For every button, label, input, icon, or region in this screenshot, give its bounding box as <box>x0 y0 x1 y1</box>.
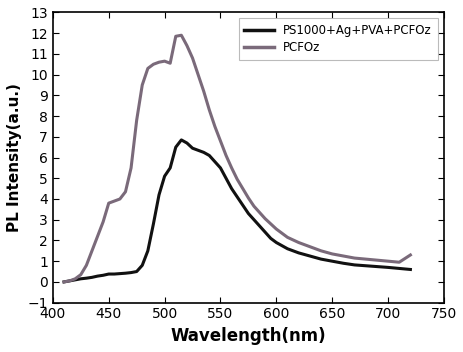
PCFOz <box>178 33 184 37</box>
PS1000+Ag+PVA+PCFOz <box>61 280 67 284</box>
PCFOz <box>150 62 156 67</box>
PS1000+Ag+PVA+PCFOz <box>150 222 156 226</box>
X-axis label: Wavelength(nm): Wavelength(nm) <box>170 327 325 345</box>
PCFOz <box>61 280 67 284</box>
PCFOz <box>145 66 150 70</box>
PS1000+Ag+PVA+PCFOz <box>250 218 256 222</box>
PCFOz <box>267 222 273 226</box>
Line: PS1000+Ag+PVA+PCFOz: PS1000+Ag+PVA+PCFOz <box>64 140 410 282</box>
PS1000+Ag+PVA+PCFOz <box>178 138 184 142</box>
PS1000+Ag+PVA+PCFOz <box>407 268 413 272</box>
Legend: PS1000+Ag+PVA+PCFOz, PCFOz: PS1000+Ag+PVA+PCFOz, PCFOz <box>238 18 437 60</box>
PS1000+Ag+PVA+PCFOz <box>145 249 150 253</box>
PCFOz <box>395 260 401 264</box>
Line: PCFOz: PCFOz <box>64 35 410 282</box>
PS1000+Ag+PVA+PCFOz <box>267 236 273 240</box>
PS1000+Ag+PVA+PCFOz <box>395 266 401 271</box>
PS1000+Ag+PVA+PCFOz <box>122 271 128 275</box>
PCFOz <box>407 253 413 257</box>
PCFOz <box>122 190 128 194</box>
PCFOz <box>250 204 256 208</box>
Y-axis label: PL Intensity(a.u.): PL Intensity(a.u.) <box>7 83 22 232</box>
